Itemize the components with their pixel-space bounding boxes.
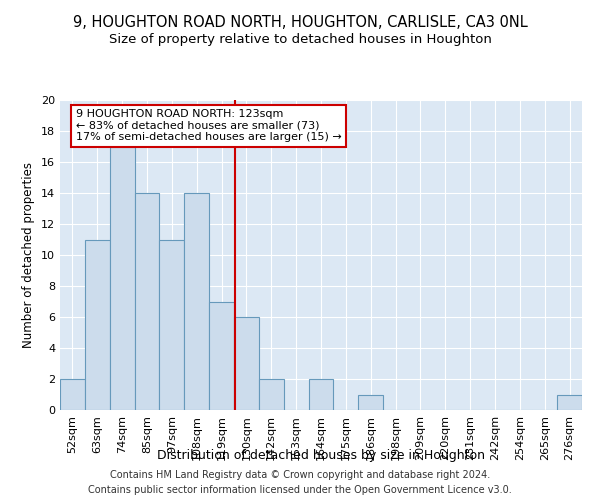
Text: Distribution of detached houses by size in Houghton: Distribution of detached houses by size …	[157, 448, 485, 462]
Bar	[184, 193, 209, 410]
Text: 9, HOUGHTON ROAD NORTH, HOUGHTON, CARLISLE, CA3 0NL: 9, HOUGHTON ROAD NORTH, HOUGHTON, CARLIS…	[73, 15, 527, 30]
Bar	[160, 240, 184, 410]
Bar	[60, 379, 85, 410]
Bar	[85, 240, 110, 410]
Bar	[110, 146, 134, 410]
Text: Contains public sector information licensed under the Open Government Licence v3: Contains public sector information licen…	[88, 485, 512, 495]
Bar	[308, 379, 334, 410]
Y-axis label: Number of detached properties: Number of detached properties	[22, 162, 35, 348]
Bar	[234, 317, 259, 410]
Text: 9 HOUGHTON ROAD NORTH: 123sqm
← 83% of detached houses are smaller (73)
17% of s: 9 HOUGHTON ROAD NORTH: 123sqm ← 83% of d…	[76, 110, 341, 142]
Bar	[134, 193, 160, 410]
Bar	[209, 302, 234, 410]
Bar	[557, 394, 582, 410]
Bar	[259, 379, 284, 410]
Text: Contains HM Land Registry data © Crown copyright and database right 2024.: Contains HM Land Registry data © Crown c…	[110, 470, 490, 480]
Text: Size of property relative to detached houses in Houghton: Size of property relative to detached ho…	[109, 32, 491, 46]
Bar	[358, 394, 383, 410]
